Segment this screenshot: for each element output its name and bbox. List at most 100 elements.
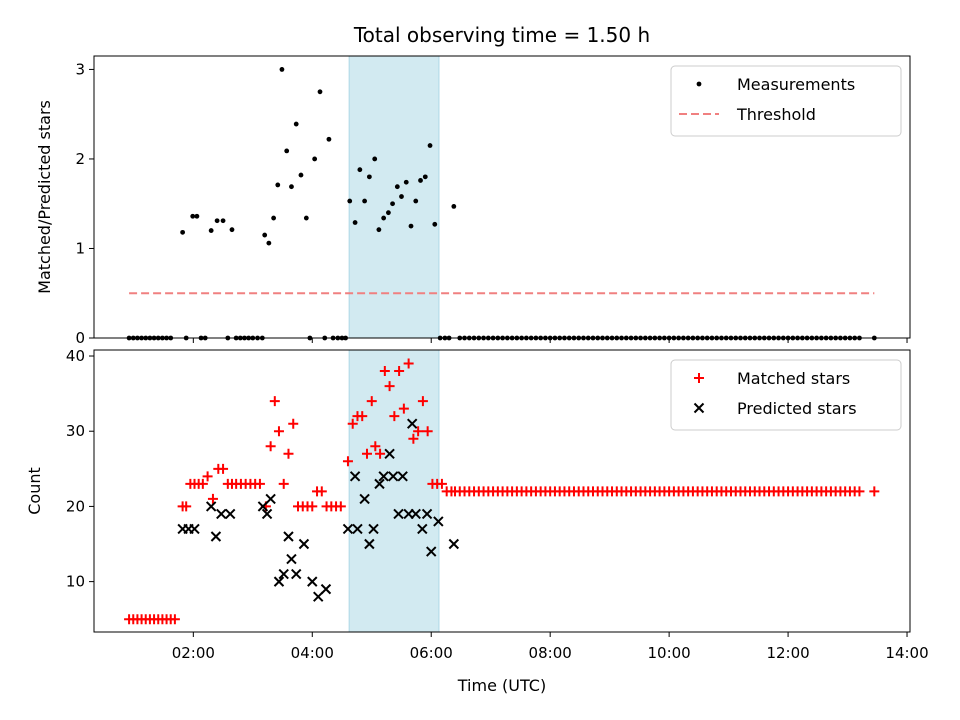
bottom-point-1-21 <box>218 463 229 474</box>
bottom-point-1-17 <box>197 478 208 489</box>
top-point-1-17 <box>208 228 214 233</box>
bottom-point-1-54 <box>375 448 386 459</box>
bottom-point-1-62 <box>413 426 424 437</box>
bottom-point-1-11 <box>169 614 180 625</box>
bottom-point-2-26 <box>378 471 389 482</box>
bottom-point-1-60 <box>403 358 414 369</box>
top-point-1-30 <box>266 240 272 246</box>
bottom-legend-label-2: Predicted stars <box>737 399 857 418</box>
bottom-point-1-36 <box>288 418 299 429</box>
bottom-point-1-47 <box>342 456 353 467</box>
bottom-point-2-24 <box>368 523 379 535</box>
top-point-1-66 <box>432 221 438 227</box>
top-point-1-63 <box>418 178 423 183</box>
bottom-point-2-2 <box>189 523 200 535</box>
bottom-point-2-35 <box>421 508 433 520</box>
top-y-tick-label-0: 0 <box>75 329 85 347</box>
bottom-legend: Matched stars Predicted stars <box>670 359 902 431</box>
bottom-series-1 <box>124 358 880 625</box>
bottom-y-tick-label-3: 40 <box>66 347 85 365</box>
bottom-point-1-156 <box>869 486 880 497</box>
top-point-1-19 <box>220 218 226 224</box>
bottom-legend-box <box>670 359 902 431</box>
bottom-point-2-25 <box>374 478 385 490</box>
x-tick-label-5: 12:00 <box>766 644 809 662</box>
top-point-1-62 <box>413 198 419 204</box>
top-point-1-60 <box>403 179 409 185</box>
top-point-1-56 <box>386 210 391 216</box>
bottom-point-2-10 <box>273 576 285 587</box>
top-y-tick-label-1: 1 <box>75 239 85 257</box>
bottom-point-1-42 <box>316 486 327 497</box>
x-axis-label: Time (UTC) <box>457 676 546 695</box>
bottom-point-2-9 <box>265 493 276 505</box>
top-point-1-29 <box>262 232 268 238</box>
top-point-1-13 <box>190 213 196 219</box>
bottom-point-1-64 <box>422 426 433 437</box>
bottom-point-1-55 <box>379 366 390 377</box>
bottom-point-1-18 <box>202 471 213 482</box>
bottom-y-axis-label: Count <box>25 467 44 515</box>
bottom-point-1-50 <box>357 411 368 422</box>
bottom-point-2-32 <box>406 418 418 429</box>
bottom-point-2-20 <box>349 471 361 482</box>
bottom-point-1-33 <box>273 426 284 437</box>
bottom-point-1-51 <box>361 448 372 459</box>
bottom-point-1-57 <box>389 411 400 422</box>
bottom-point-2-33 <box>410 508 421 520</box>
bottom-point-1-56 <box>384 381 395 392</box>
bottom-point-2-22 <box>359 493 370 505</box>
bottom-point-2-11 <box>278 568 289 580</box>
bottom-point-2-14 <box>291 568 302 580</box>
top-point-1-11 <box>180 229 186 235</box>
bottom-point-1-32 <box>269 396 280 407</box>
bottom-y-tick-label-0: 10 <box>66 573 85 591</box>
bottom-point-1-53 <box>370 441 381 452</box>
bottom-point-2-28 <box>387 471 399 482</box>
bottom-point-2-23 <box>364 538 375 550</box>
bottom-legend-swatch-2 <box>693 402 705 414</box>
top-point-1-32 <box>275 182 281 188</box>
x-tick-label-4: 10:00 <box>648 644 691 662</box>
top-point-1-52 <box>366 174 372 180</box>
x-tick-label-1: 04:00 <box>291 644 334 662</box>
bottom-point-1-52 <box>366 396 377 407</box>
top-point-1-49 <box>352 220 358 225</box>
top-point-1-38 <box>303 215 309 221</box>
bottom-point-1-19 <box>207 493 218 504</box>
top-y-tick-label-3: 3 <box>75 60 85 78</box>
bottom-y-tick-label-1: 20 <box>66 497 85 515</box>
bottom-point-2-6 <box>224 508 236 520</box>
bottom-point-2-16 <box>307 576 318 587</box>
top-point-1-64 <box>422 174 428 180</box>
top-point-1-50 <box>357 167 363 173</box>
bottom-point-2-37 <box>433 516 444 527</box>
bottom-point-2-15 <box>298 538 310 550</box>
top-point-1-37 <box>298 172 304 178</box>
top-point-1-43 <box>326 136 332 142</box>
bottom-point-2-8 <box>261 508 273 520</box>
bottom-legend-swatch-1 <box>694 373 704 383</box>
x-tick-label-3: 08:00 <box>529 644 572 662</box>
bottom-point-2-27 <box>384 448 395 459</box>
top-shaded-interval <box>348 55 440 339</box>
bottom-point-1-61 <box>408 433 419 444</box>
top-panel-ratio: 0 1 2 3 Matched/Predicted stars Measurements T… <box>35 55 911 347</box>
bottom-point-2-13 <box>286 553 297 565</box>
top-point-1-55 <box>381 215 387 221</box>
top-point-1-59 <box>399 194 404 199</box>
bottom-point-2-36 <box>426 546 437 557</box>
bottom-point-2-38 <box>448 538 460 550</box>
bottom-point-1-155 <box>854 486 865 497</box>
top-point-1-61 <box>408 223 414 229</box>
bottom-point-1-40 <box>307 501 318 512</box>
x-tick-label-0: 02:00 <box>172 644 215 662</box>
top-point-1-34 <box>284 148 290 154</box>
bottom-point-2-19 <box>342 523 354 535</box>
bottom-point-1-48 <box>347 418 358 429</box>
top-point-1-57 <box>390 201 395 207</box>
bottom-point-2-29 <box>393 508 404 520</box>
top-point-1-70 <box>451 204 457 209</box>
bottom-point-2-4 <box>210 531 222 542</box>
